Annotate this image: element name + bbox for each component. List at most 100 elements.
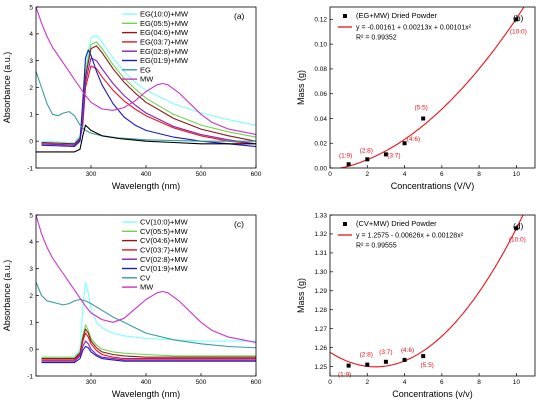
y-tick-label: 0 bbox=[29, 138, 33, 145]
fit-curve bbox=[330, 215, 524, 368]
data-point bbox=[514, 226, 519, 231]
legend-label: EG(10:0)+MW bbox=[140, 10, 189, 19]
data-point-label: (2:8) bbox=[360, 147, 373, 154]
series-line-eg-02-8-mw bbox=[41, 57, 256, 146]
data-point-label: (5:5) bbox=[414, 104, 427, 111]
data-point bbox=[383, 152, 388, 157]
y-axis-label: Absorbance (a.u.) bbox=[2, 52, 12, 124]
data-point-label: (3:7) bbox=[379, 349, 392, 356]
legend-marker-label: (EG+MW) Dried Powder bbox=[356, 11, 438, 20]
y-tick-label: 0.12 bbox=[314, 17, 327, 24]
fit-group bbox=[330, 215, 524, 368]
panel-a-uv-vis-eg: 300 400 500 600 -1 0 1 2 3 4 5 Wavelength (nm) Absor… bbox=[2, 4, 262, 191]
legend-label: CV(02:8)+MW bbox=[140, 255, 189, 264]
y-tick-label: 1.28 bbox=[314, 307, 327, 314]
y-tick-label: 5 bbox=[29, 4, 33, 11]
legend-label: EG(05:5)+MW bbox=[140, 19, 189, 28]
panel-tag: (b) bbox=[513, 13, 524, 23]
data-point-label: (10:0) bbox=[509, 236, 526, 243]
y-axis-label: Mass (g) bbox=[296, 70, 306, 105]
y-tick-label: 0.08 bbox=[314, 66, 327, 73]
y-tick-label: 1.25 bbox=[314, 364, 327, 371]
y-tick-label: 4 bbox=[29, 31, 33, 38]
data-point bbox=[421, 354, 426, 359]
legend-fit-equation: y = 1.2575 - 0.00626x + 0.00128x² bbox=[356, 233, 464, 240]
x-tick-label: 300 bbox=[86, 379, 97, 386]
data-point bbox=[365, 362, 370, 367]
legend-label: EG bbox=[140, 65, 151, 74]
x-tick-label: 4 bbox=[403, 379, 407, 386]
legend-label: EG(03:7)+MW bbox=[140, 38, 189, 47]
legend-label: CV(04:6)+MW bbox=[140, 236, 189, 245]
panel-tag: (c) bbox=[234, 219, 244, 229]
y-tick-label: 0.10 bbox=[314, 41, 327, 48]
y-tick-label: 1 bbox=[29, 320, 33, 327]
y-tick-label: 0 bbox=[29, 346, 33, 353]
y-tick-label: 0.04 bbox=[314, 116, 327, 123]
x-tick-label: 10 bbox=[513, 171, 521, 178]
x-tick-label: 500 bbox=[196, 171, 207, 178]
data-point bbox=[421, 116, 426, 121]
y-tick-label: 5 bbox=[29, 212, 33, 219]
y-tick-label: 1.27 bbox=[314, 326, 327, 333]
x-tick-label: 0 bbox=[328, 379, 332, 386]
legend-marker-label: (CV+MW) Dried Powder bbox=[356, 219, 437, 228]
data-point bbox=[383, 359, 388, 364]
x-tick-label: 2 bbox=[365, 379, 369, 386]
legend-label: CV(01:9)+MW bbox=[140, 264, 189, 273]
y-tick-label: 1.26 bbox=[314, 345, 327, 352]
data-point-label: (4:6) bbox=[401, 347, 414, 354]
y-tick-label: 1.29 bbox=[314, 288, 327, 295]
plot-frame bbox=[329, 6, 536, 169]
y-tick-label: 1.30 bbox=[314, 269, 327, 276]
legend-label: EG(01:9)+MW bbox=[140, 56, 189, 65]
series-group bbox=[36, 215, 256, 364]
legend-label: CV(03:7)+MW bbox=[140, 246, 189, 255]
data-point-label: (5:5) bbox=[420, 362, 433, 369]
y-tick-label: 1.32 bbox=[314, 231, 327, 238]
x-tick-label: 6 bbox=[440, 171, 444, 178]
data-point-label: (1:9) bbox=[339, 152, 352, 159]
x-axis-label: Wavelength (nm) bbox=[112, 181, 180, 191]
data-point-label: (3:7) bbox=[387, 152, 400, 159]
x-tick-label: 6 bbox=[440, 379, 444, 386]
x-axis-label: Concentrations (v/v) bbox=[392, 389, 473, 399]
x-tick-label: 600 bbox=[251, 171, 262, 178]
x-tick-label: 10 bbox=[513, 379, 521, 386]
series-line-unlabeled bbox=[36, 124, 256, 153]
series-line-cv-01-9-mw bbox=[41, 345, 256, 364]
x-axis-label: Concentrations (V/V) bbox=[391, 181, 475, 191]
data-point-label: (4:6) bbox=[407, 136, 420, 143]
x-tick-label: 0 bbox=[328, 171, 332, 178]
legend-label: CV(10:0)+MW bbox=[140, 218, 189, 227]
y-tick-label: 4 bbox=[29, 239, 33, 246]
legend-fit-equation: y = -0.00161 + 0.00213x + 0.00101x² bbox=[356, 25, 472, 32]
plot-frame bbox=[329, 214, 536, 377]
y-axis-label: Absorbance (a.u.) bbox=[2, 260, 12, 332]
y-tick-label: 2 bbox=[29, 293, 33, 300]
y-tick-label: 3 bbox=[29, 266, 33, 273]
data-point bbox=[365, 157, 370, 162]
x-tick-label: 500 bbox=[196, 379, 207, 386]
x-tick-label: 8 bbox=[477, 379, 481, 386]
legend-label: CV(05:5)+MW bbox=[140, 227, 189, 236]
data-point bbox=[346, 162, 351, 167]
panel-c-uv-vis-cv: 300 400 500 600 -1 0 1 2 3 4 5 Wavelength (nm) Absor… bbox=[2, 212, 262, 399]
series-line-mw bbox=[36, 215, 256, 344]
y-tick-label: 1.33 bbox=[314, 212, 327, 219]
data-point bbox=[402, 357, 407, 362]
data-point-label: (1:9) bbox=[338, 372, 351, 379]
legend-marker bbox=[343, 14, 347, 18]
y-tick-label: -1 bbox=[27, 165, 33, 172]
panel-d-cv-mass-fit: (1:9) (2:8) (3:7) (4:6) (5:5) (10:0) 0 2 4 6 8 10 1.… bbox=[296, 212, 536, 399]
y-tick-label: 0.02 bbox=[314, 141, 327, 148]
x-tick-label: 400 bbox=[141, 379, 152, 386]
data-point-label: (2:8) bbox=[360, 352, 373, 359]
y-tick-label: 1.31 bbox=[314, 250, 327, 257]
panel-tag: (a) bbox=[234, 11, 245, 21]
legend-label: EG(02:8)+MW bbox=[140, 47, 189, 56]
series-group bbox=[36, 7, 256, 153]
y-tick-label: -1 bbox=[27, 373, 33, 380]
legend-r-squared: R² = 0.99555 bbox=[356, 243, 397, 250]
fit-curve bbox=[339, 7, 525, 168]
